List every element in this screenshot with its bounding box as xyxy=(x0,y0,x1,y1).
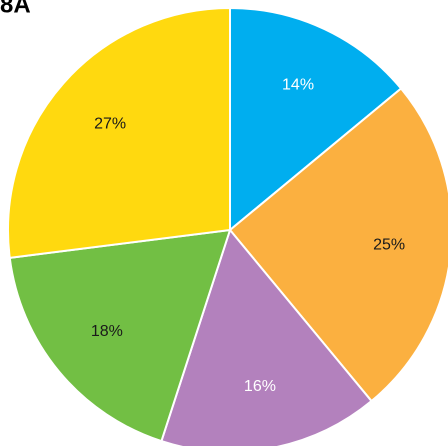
slice-label: 18% xyxy=(91,323,123,340)
slice-label: 25% xyxy=(373,236,405,253)
pie-slice xyxy=(7,6,231,259)
slice-label: 27% xyxy=(94,116,126,133)
pie-slice xyxy=(160,227,373,446)
pie-slice xyxy=(228,87,448,403)
pie-slice xyxy=(8,228,232,443)
slice-label: 16% xyxy=(244,378,276,395)
chart-title: 8A xyxy=(0,0,31,18)
slice-label: 14% xyxy=(282,77,314,94)
pie-slice xyxy=(229,6,403,233)
